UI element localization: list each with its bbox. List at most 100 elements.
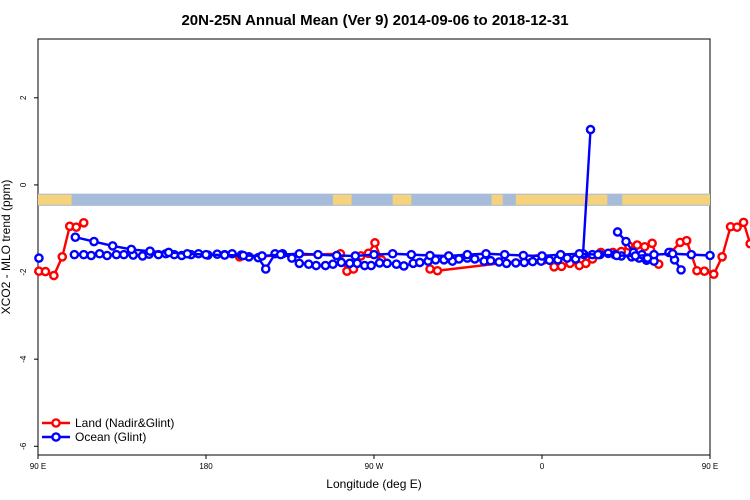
data-point — [294, 248, 305, 259]
data-point — [667, 248, 678, 259]
y-axis-label: XCO2 - MLO trend (ppm) — [0, 180, 13, 315]
data-point — [527, 256, 538, 267]
data-point — [425, 250, 435, 261]
data-point — [328, 259, 338, 270]
map-band-land — [622, 194, 710, 205]
data-point — [425, 264, 435, 274]
data-point — [499, 249, 510, 260]
data-point — [366, 260, 377, 271]
data-point — [621, 236, 631, 247]
data-point — [387, 248, 398, 259]
data-point — [370, 238, 380, 248]
data-point — [49, 270, 59, 281]
x-tick-label: 0 — [540, 462, 545, 471]
data-point — [518, 250, 529, 261]
data-point — [119, 249, 129, 260]
data-point — [71, 222, 82, 232]
data-point — [686, 249, 697, 260]
data-point — [311, 260, 321, 271]
data-point — [630, 251, 641, 261]
data-point — [611, 250, 622, 261]
data-point — [78, 249, 89, 260]
data-point — [260, 264, 271, 274]
data-point — [352, 258, 363, 269]
data-point — [414, 257, 425, 268]
data-point — [111, 249, 122, 260]
data-point — [639, 241, 650, 252]
x-axis: 90 E 180 90 W 0 90 E — [30, 455, 718, 471]
data-point — [34, 253, 44, 263]
data-point — [585, 124, 596, 135]
data-point — [593, 249, 603, 260]
data-point — [406, 249, 417, 260]
data-point — [632, 240, 643, 250]
legend-marker — [51, 418, 61, 428]
data-point — [69, 249, 80, 260]
data-point — [708, 269, 719, 280]
data-point — [681, 235, 692, 246]
data-point — [219, 250, 230, 260]
data-point — [182, 248, 193, 259]
series-layer — [34, 124, 750, 281]
data-point — [201, 249, 211, 260]
data-point — [275, 249, 286, 260]
data-point — [369, 249, 379, 260]
series-ocean — [34, 124, 715, 275]
data-point — [732, 222, 742, 232]
data-point — [738, 217, 749, 228]
data-point — [537, 251, 547, 261]
data-point — [443, 251, 454, 261]
data-point — [745, 238, 750, 249]
data-point — [86, 250, 96, 261]
y-tick-label: -4 — [19, 355, 28, 363]
data-point — [94, 248, 105, 259]
data-point — [331, 250, 342, 261]
map-band-land — [392, 194, 412, 205]
data-point — [78, 218, 89, 228]
data-point — [102, 250, 112, 261]
data-point — [676, 265, 686, 275]
data-point — [344, 258, 355, 269]
data-point — [462, 249, 473, 260]
y-tick-label: -2 — [19, 268, 28, 276]
data-point — [555, 249, 566, 260]
data-point — [432, 265, 443, 276]
data-point — [336, 257, 347, 268]
data-point — [501, 258, 512, 269]
data-point — [40, 266, 51, 277]
map-band-land — [515, 194, 608, 205]
data-point — [612, 227, 623, 237]
x-tick-label: 180 — [199, 462, 213, 471]
data-point — [511, 258, 521, 268]
data-point — [89, 236, 99, 247]
data-point — [717, 252, 727, 262]
x-tick-label: 90 E — [702, 462, 718, 471]
data-point — [287, 253, 297, 263]
data-point — [649, 249, 659, 260]
x-tick-label: 90 E — [30, 462, 46, 471]
chart-title: 20N-25N Annual Mean (Ver 9) 2014-09-06 t… — [181, 12, 568, 29]
data-point — [581, 258, 591, 269]
y-tick-label: 2 — [19, 95, 28, 100]
data-point — [692, 265, 702, 276]
map-band-land — [332, 194, 352, 205]
map-band-land — [491, 194, 503, 205]
data-point — [257, 251, 267, 261]
data-point — [647, 238, 657, 249]
legend: Land (Nadir&Glint)Ocean (Glint) — [42, 416, 174, 444]
x-tick-label: 90 W — [365, 462, 384, 471]
data-point — [494, 257, 504, 267]
data-point — [70, 232, 81, 242]
data-point — [294, 258, 305, 269]
data-point — [145, 246, 155, 256]
data-point — [238, 250, 249, 261]
data-point — [481, 248, 491, 259]
map-band-ocean — [38, 193, 710, 206]
y-tick-label: -6 — [19, 442, 28, 450]
data-point — [705, 250, 715, 261]
data-point — [320, 260, 331, 271]
data-point — [469, 254, 480, 264]
data-point — [57, 252, 68, 262]
data-point — [399, 261, 409, 271]
